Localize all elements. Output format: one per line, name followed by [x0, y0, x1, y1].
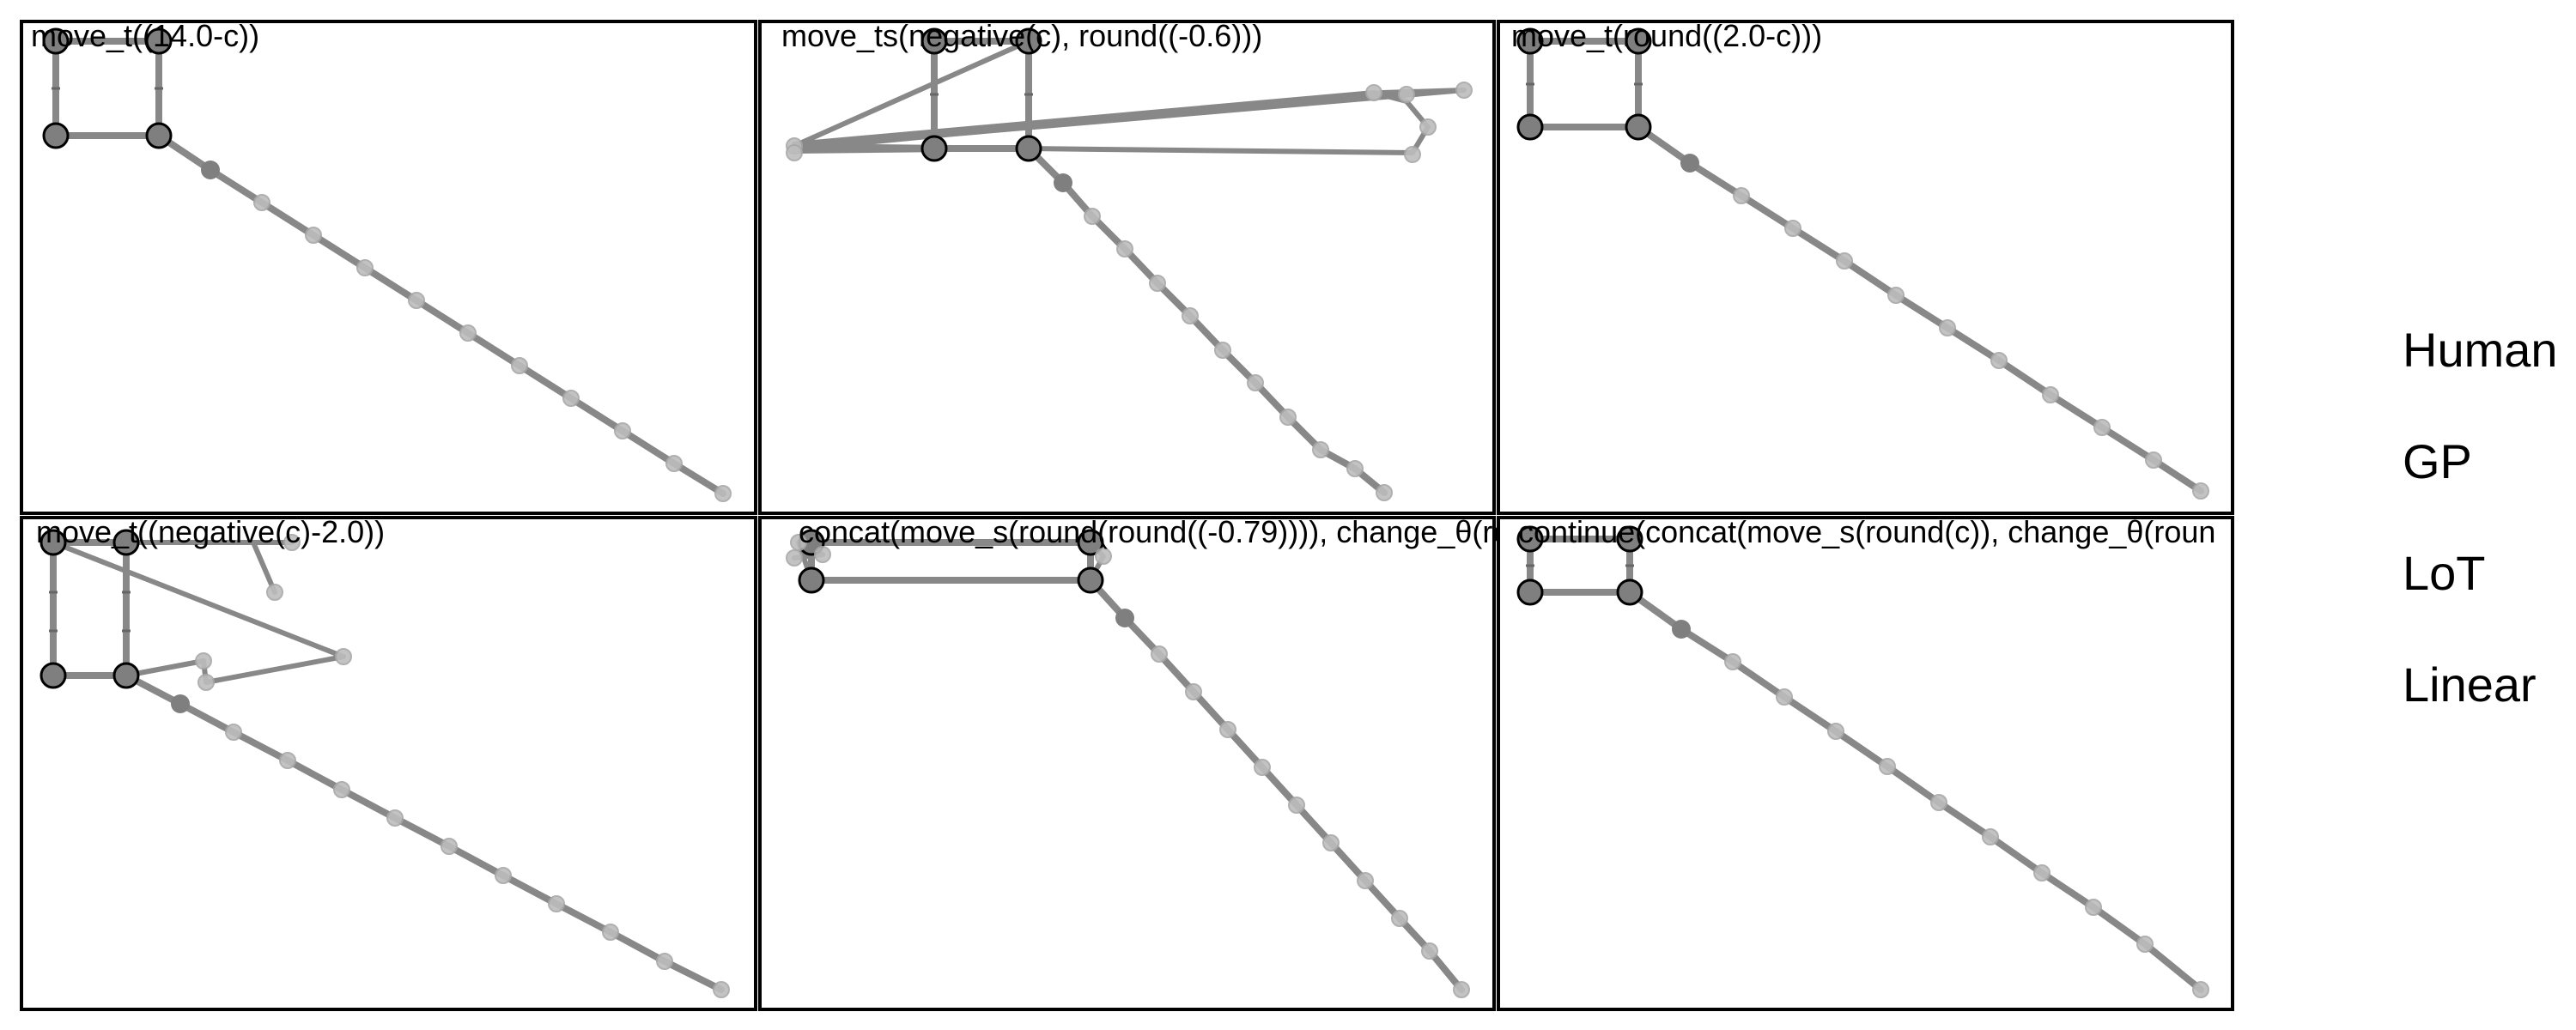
panel-4-label: move_t((negative(c)-2.0)): [36, 514, 385, 549]
panel-3-next-point: [1680, 154, 1699, 173]
panel-2-next-point: [1054, 173, 1072, 192]
panel-2-node-start: [920, 27, 948, 55]
panel-5: concat(move_s(round(round((-0.79)))), ch…: [758, 514, 1510, 1011]
panel-5-label: concat(move_s(round(round((-0.79)))), ch…: [799, 514, 1510, 549]
panel-4-node: [112, 662, 140, 689]
panel-2-label: move_ts(negative(c), round((-0.6))): [781, 18, 1262, 53]
legend: Human GP LoT Linear: [2403, 316, 2574, 728]
panel-6-node-start: [1516, 525, 1544, 553]
panel-3-node: [1625, 113, 1652, 141]
panel-2-ghost-points: [786, 82, 1473, 501]
panel-2-node: [1015, 27, 1042, 55]
panel-4-node: [39, 662, 67, 689]
panel-3-trajectory: [1635, 124, 2204, 494]
panel-3: move_t(round((2.0-c))): [1497, 18, 2234, 515]
panel-4-ghost-points: [195, 534, 730, 998]
panel-4-trajectory: [123, 672, 725, 993]
panel-1-node: [42, 122, 70, 149]
panel-5-node: [798, 566, 825, 594]
panel-3-ghost-points: [1733, 187, 2209, 500]
panel-1-node-start: [42, 27, 70, 55]
panel-6-node: [1516, 579, 1544, 606]
panel-3-node-start: [1516, 27, 1544, 55]
panel-5-next-point: [1115, 609, 1134, 627]
panel-1-frame: [20, 20, 757, 515]
panel-1-ghost-points: [253, 194, 732, 502]
legend-item-human: Human: [2403, 323, 2558, 377]
panel-5-frame: [758, 516, 1496, 1011]
panel-6-trajectory: [1626, 589, 2204, 993]
panel-4-next-point: [171, 694, 190, 713]
legend-item-lot: LoT: [2403, 546, 2486, 600]
panel-6-node: [1616, 579, 1643, 606]
panel-1: move_t((14.0-c)): [20, 18, 757, 515]
panel-6-node: [1616, 525, 1643, 553]
panel-3-node: [1625, 27, 1652, 55]
panel-5-ghost-points: [786, 534, 1470, 998]
panel-6-label: continue(concat(move_s(round(c)), change…: [1518, 514, 2215, 549]
panel-1-node: [145, 27, 173, 55]
panel-6: continue(concat(move_s(round(c)), change…: [1497, 514, 2234, 1011]
panel-1-label: move_t((14.0-c)): [31, 18, 259, 53]
panel-6-next-point: [1672, 620, 1691, 639]
panel-3-node: [1516, 113, 1544, 141]
panel-1-next-point: [201, 161, 220, 179]
panel-4-node-start: [39, 529, 67, 556]
legend-item-gp: GP: [2403, 434, 2472, 488]
panel-4-frame: [20, 516, 757, 1011]
panel-2-node: [1015, 135, 1042, 162]
panel-2-frame: [758, 20, 1496, 515]
panel-5-node: [1077, 566, 1104, 594]
panel-1-trajectory: [155, 132, 726, 497]
panel-6-ghost-points: [1724, 653, 2209, 998]
panel-3-label: move_t(round((2.0-c))): [1511, 18, 1822, 53]
panel-2-node: [920, 135, 948, 162]
panel-2: move_ts(negative(c), round((-0.6))): [758, 18, 1496, 515]
legend-item-linear: Linear: [2403, 657, 2537, 712]
panel-4: move_t((negative(c)-2.0)): [20, 514, 757, 1011]
panel-1-node: [145, 122, 173, 149]
panel-4-node: [112, 529, 140, 556]
panel-5-node: [1077, 529, 1104, 556]
